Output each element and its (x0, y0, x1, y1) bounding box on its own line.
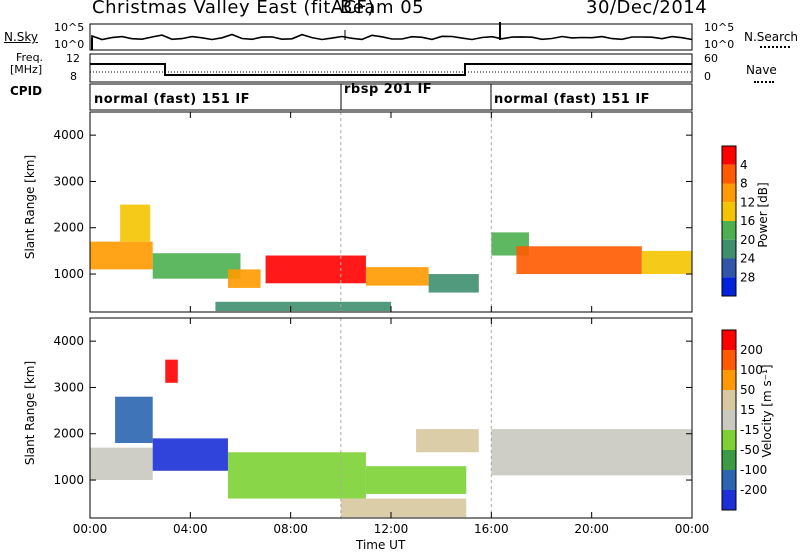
velocity-panel: 1000 2000 3000 4000 (53, 317, 693, 519)
velocity-region-2 (152, 438, 228, 471)
date-label: 30/Dec/2014 (586, 0, 708, 18)
velocity-colorbar-tick: 15 (740, 403, 755, 417)
cpid-segment-1: normal (fast) 151 IF (94, 92, 251, 107)
nave-dots (754, 81, 774, 83)
power-panel: 1000 2000 3000 4000 (53, 111, 693, 313)
power-region-0 (90, 241, 153, 270)
velocity-region-5 (340, 498, 467, 518)
nsearch-tick-high: 10^5 (704, 21, 735, 34)
beam-label: Beam 05 (340, 0, 425, 18)
power-region-4 (265, 255, 366, 284)
freq-tick-low: 8 (70, 70, 77, 83)
nave-label: Nave (746, 63, 777, 77)
velocity-region-8 (165, 359, 178, 383)
power-colorbar-tick: 16 (740, 214, 755, 228)
velocity-region-7 (491, 429, 692, 476)
velocity-colorbar-label: Velocity [m s⁻¹] (760, 364, 774, 458)
power-ylabel: Slant Range [km] (23, 154, 37, 260)
velocity-colorbar-tick: -15 (740, 423, 760, 437)
power-region-9 (641, 250, 692, 275)
velocity-ytick-label: 1000 (53, 473, 84, 487)
cpid-segment-3: normal (fast) 151 IF (494, 92, 651, 107)
freq-strip (89, 53, 693, 83)
velocity-colorbar-tick: 50 (740, 383, 755, 397)
cpid-strip (89, 83, 693, 111)
velocity-colorbar-tick: -100 (740, 463, 767, 477)
power-region-2 (152, 253, 241, 279)
velocity-region-0 (90, 447, 153, 481)
velocity-region-1 (115, 396, 153, 443)
velocity-colorbar-tick: -50 (740, 443, 760, 457)
power-ytick-label: 2000 (53, 221, 84, 235)
power-region-3 (227, 269, 261, 288)
x-tick-label: 16:00 (474, 522, 509, 536)
velocity-ytick-label: 2000 (53, 427, 84, 441)
velocity-region-6 (416, 429, 479, 453)
x-tick-label: 20:00 (574, 522, 609, 536)
x-tick-label: 12:00 (374, 522, 409, 536)
power-region-6 (428, 274, 479, 293)
velocity-ytick-label: 4000 (53, 334, 84, 348)
cpid-segment-2: rbsp 201 IF (344, 82, 433, 97)
power-colorbar: 4 8 12 16 20 24 28 (721, 145, 755, 297)
power-colorbar-tick: 20 (740, 233, 755, 247)
power-colorbar-tick: 24 (740, 252, 755, 266)
velocity-ylabel: Slant Range [km] (23, 360, 37, 466)
noise-trace (91, 33, 693, 41)
velocity-colorbar-tick: 200 (740, 343, 763, 357)
x-tick-label: 00:00 (73, 522, 108, 536)
cpid-label: CPID (10, 84, 43, 98)
power-colorbar-tick: 8 (740, 177, 748, 191)
velocity-colorbar-tick: 100 (740, 363, 763, 377)
nsearch-label: N.Search (744, 30, 799, 44)
x-tick-label: 08:00 (273, 522, 308, 536)
nave-tick-high: 60 (704, 52, 718, 65)
power-region-8 (516, 246, 642, 275)
freq-unit-label: [MHz] (10, 63, 43, 76)
nsearch-dots (760, 46, 790, 48)
power-colorbar-tick: 4 (740, 158, 748, 172)
nave-tick-low: 0 (704, 70, 711, 83)
velocity-region-4 (365, 466, 467, 494)
power-region-1 (120, 204, 151, 242)
nsearch-tick-low: 10^0 (704, 38, 735, 51)
power-colorbar-tick: 12 (740, 195, 755, 209)
freq-tick-high: 12 (66, 52, 80, 65)
noise-strip (89, 22, 693, 51)
velocity-colorbar: 200 100 50 15 -15 -50 -100 -200 (721, 329, 767, 511)
power-ytick-label: 3000 (53, 174, 84, 188)
x-axis-label: Time UT (356, 538, 406, 552)
velocity-region-3 (227, 452, 366, 499)
power-ytick-label: 1000 (53, 267, 84, 281)
power-colorbar-tick: 28 (740, 270, 755, 284)
power-region-10 (215, 301, 391, 312)
velocity-colorbar-tick: -200 (740, 483, 767, 497)
freq-trace (90, 63, 692, 76)
power-ytick-label: 4000 (53, 128, 84, 142)
power-region-5 (365, 267, 429, 286)
nsky-tick-low: 10^0 (54, 38, 85, 51)
velocity-ytick-label: 3000 (53, 380, 84, 394)
x-tick-label: 04:00 (173, 522, 208, 536)
freq-label: Freq. (16, 51, 44, 64)
x-tick-label: 00:00 (675, 522, 710, 536)
plot-title: Christmas Valley East (fitACF) (92, 0, 375, 18)
nsky-tick-high: 10^5 (54, 21, 85, 34)
power-colorbar-label: Power [dB] (756, 182, 770, 248)
nsky-label: N.Sky (4, 30, 39, 44)
